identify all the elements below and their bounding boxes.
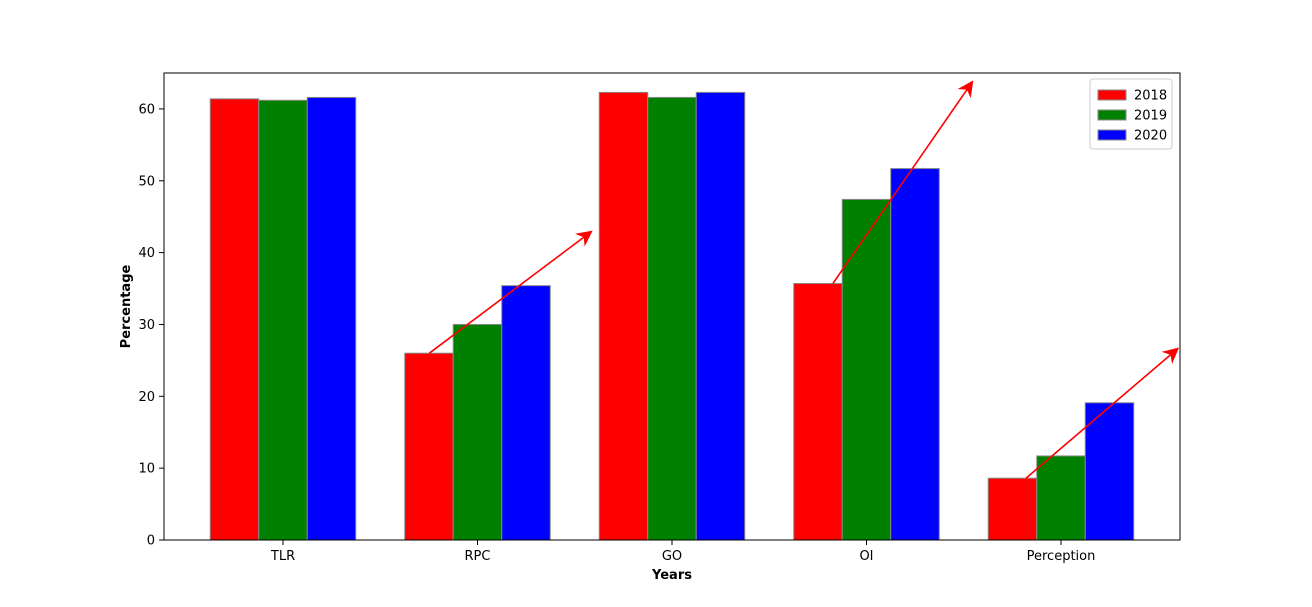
- y-tick-label: 40: [138, 246, 155, 261]
- y-tick-label: 0: [147, 534, 155, 549]
- bar-go-2019: [647, 96, 697, 541]
- y-tick-label: 30: [138, 318, 155, 333]
- bar-rpc-2018: [404, 352, 454, 541]
- y-tick-label: 50: [138, 174, 155, 189]
- x-tick-label: GO: [662, 549, 682, 564]
- trend-arrow: [428, 230, 593, 354]
- x-tick-label: RPC: [465, 549, 491, 564]
- y-axis-title: Percentage: [119, 265, 134, 349]
- annotation-arrows: [428, 80, 1180, 479]
- bar-tlr-2019: [258, 99, 308, 541]
- trend-arrow: [1025, 347, 1180, 479]
- bar-perception-2020: [1084, 402, 1135, 541]
- bar-rpc-2020: [501, 285, 551, 541]
- y-tick-label: 10: [138, 462, 155, 477]
- x-axis: TLR RPC GO OI Perception: [270, 540, 1095, 564]
- legend: 2018 2019 2020: [1089, 78, 1173, 150]
- bars-layer: [209, 91, 1135, 541]
- x-axis-title: Years: [651, 568, 692, 583]
- y-tick-label: 60: [138, 102, 155, 117]
- bar-go-2020: [695, 91, 746, 541]
- bar-oi-2019: [841, 198, 892, 541]
- bar-tlr-2020: [306, 96, 357, 541]
- x-tick-label: TLR: [270, 549, 295, 564]
- bar-oi-2020: [890, 168, 940, 541]
- bar-perception-2019: [1036, 455, 1086, 541]
- bar-go-2018: [598, 91, 649, 541]
- legend-swatch-2020: [1097, 129, 1127, 141]
- bar-oi-2018: [793, 283, 843, 541]
- legend-label-2018: 2018: [1134, 89, 1167, 104]
- legend-swatch-2018: [1097, 89, 1127, 101]
- trend-arrow: [832, 80, 974, 284]
- y-axis: 0 10 20 30 40 50 60: [138, 102, 164, 549]
- x-tick-label: Perception: [1027, 549, 1096, 564]
- legend-label-2020: 2020: [1134, 129, 1167, 144]
- legend-label-2019: 2019: [1134, 109, 1167, 124]
- bar-rpc-2019: [452, 323, 503, 541]
- legend-swatch-2019: [1097, 109, 1127, 121]
- bar-tlr-2018: [209, 98, 260, 541]
- y-tick-label: 20: [138, 390, 155, 405]
- x-tick-label: OI: [859, 549, 873, 564]
- bar-perception-2018: [987, 477, 1038, 541]
